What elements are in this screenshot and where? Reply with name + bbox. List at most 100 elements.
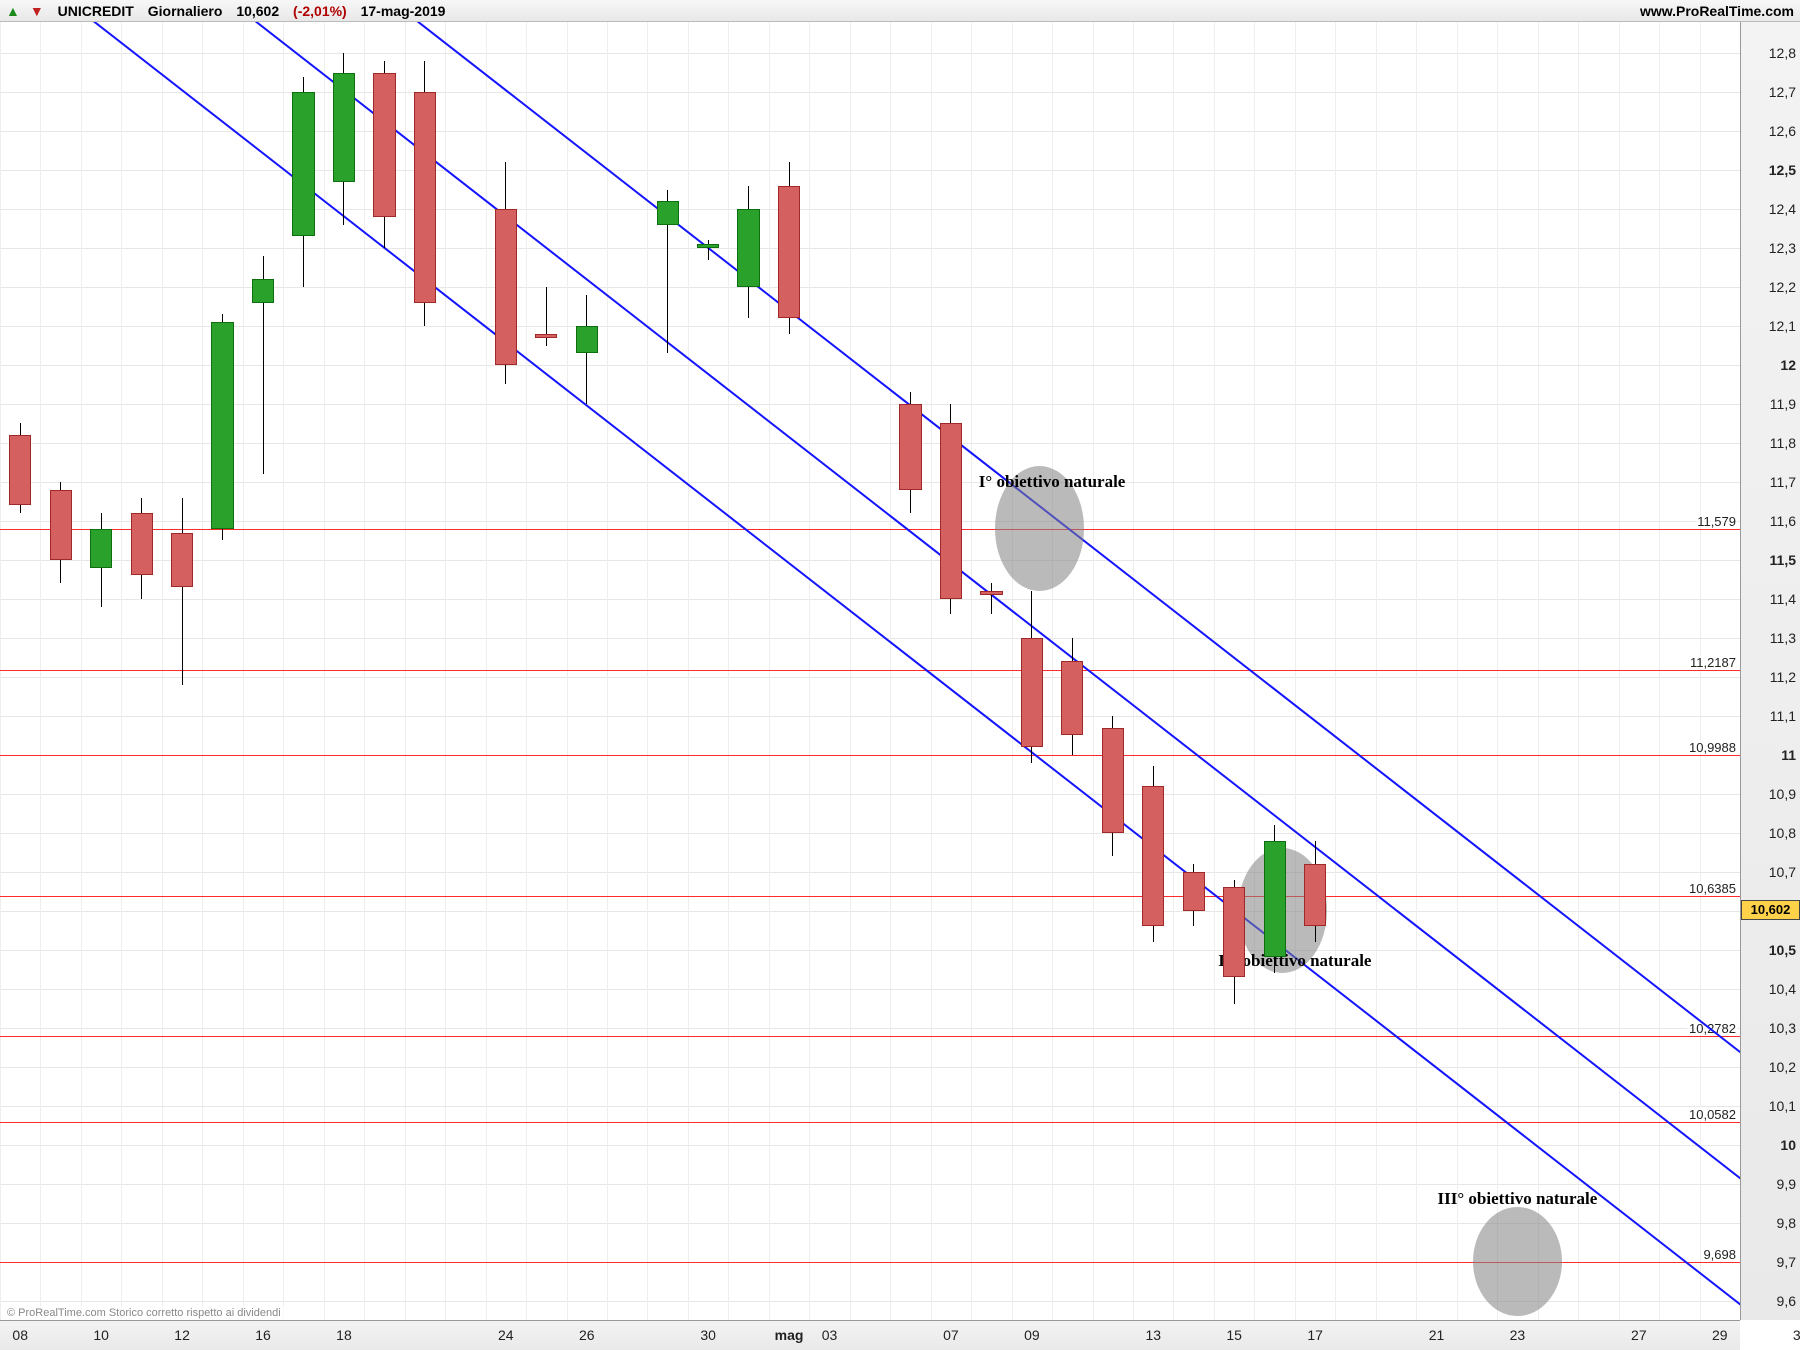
y-tick-label: 9,8: [1777, 1215, 1796, 1231]
timeframe-label: Giornaliero: [148, 3, 223, 19]
y-gridline: [0, 404, 1740, 405]
copyright-label: © ProRealTime.com Storico corretto rispe…: [4, 1306, 284, 1320]
x-gridline: [1254, 22, 1255, 1320]
horizontal-level-label: 10,9988: [1687, 740, 1738, 755]
candle-body: [940, 423, 962, 598]
y-tick-label: 12,5: [1769, 162, 1796, 178]
candle-body: [1061, 661, 1083, 735]
x-tick-label: 29: [1712, 1327, 1728, 1343]
x-gridline: [688, 22, 689, 1320]
chart-plot[interactable]: 11,57911,218710,998810,638510,278210,058…: [0, 22, 1740, 1320]
x-gridline: [324, 22, 325, 1320]
y-gridline: [0, 1223, 1740, 1224]
target-annotation: I° obiettivo naturale: [979, 472, 1126, 492]
y-gridline: [0, 1184, 1740, 1185]
y-tick-label: 12,7: [1769, 84, 1796, 100]
current-price-marker: 10,602: [1741, 900, 1800, 920]
candle-body: [252, 279, 274, 302]
y-tick-label: 12,6: [1769, 123, 1796, 139]
y-tick-label: 12,2: [1769, 279, 1796, 295]
y-tick-label: 12,1: [1769, 318, 1796, 334]
y-gridline: [0, 1106, 1740, 1107]
candle-body: [9, 435, 31, 505]
last-price: 10,602: [236, 3, 279, 19]
x-tick-label: 13: [1145, 1327, 1161, 1343]
candle-body: [1264, 841, 1286, 958]
y-tick-label: 10,7: [1769, 864, 1796, 880]
candle-body: [495, 209, 517, 365]
x-tick-label: 30: [700, 1327, 716, 1343]
x-gridline: [1497, 22, 1498, 1320]
y-gridline: [0, 677, 1740, 678]
candle-body: [576, 326, 598, 353]
candle-body: [980, 591, 1002, 595]
x-gridline: [971, 22, 972, 1320]
y-tick-label: 11: [1781, 747, 1796, 763]
x-gridline: [1173, 22, 1174, 1320]
x-gridline: [1376, 22, 1377, 1320]
candle-body: [697, 244, 719, 248]
x-tick-label: 16: [255, 1327, 271, 1343]
x-tick-label: 24: [498, 1327, 514, 1343]
candle-body: [414, 92, 436, 302]
y-tick-label: 10,9: [1769, 786, 1796, 802]
x-tick-label: 27: [1631, 1327, 1647, 1343]
x-tick-label: 15: [1226, 1327, 1242, 1343]
y-tick-label: 10,1: [1769, 1098, 1796, 1114]
x-gridline: [809, 22, 810, 1320]
y-gridline: [0, 53, 1740, 54]
y-gridline: [0, 950, 1740, 951]
target-annotation: III° obiettivo naturale: [1438, 1189, 1598, 1209]
x-gridline: [0, 22, 1, 1320]
chart-container: { "header": { "symbol": "UNICREDIT", "ti…: [0, 0, 1800, 1350]
y-gridline: [0, 1028, 1740, 1029]
y-tick-label: 12,3: [1769, 240, 1796, 256]
x-gridline: [1578, 22, 1579, 1320]
y-gridline: [0, 1145, 1740, 1146]
y-gridline: [0, 482, 1740, 483]
y-tick-label: 9,7: [1777, 1254, 1796, 1270]
site-link[interactable]: www.ProRealTime.com: [1640, 0, 1794, 22]
y-tick-label: 10,5: [1769, 942, 1796, 958]
y-gridline: [0, 560, 1740, 561]
candle-body: [131, 513, 153, 575]
y-tick-label: 11,1: [1770, 708, 1796, 724]
y-gridline: [0, 131, 1740, 132]
y-tick-label: 12,4: [1769, 201, 1796, 217]
y-gridline: [0, 716, 1740, 717]
y-gridline: [0, 170, 1740, 171]
candle-body: [171, 533, 193, 588]
x-gridline: [81, 22, 82, 1320]
x-gridline: [486, 22, 487, 1320]
y-tick-label: 11,6: [1770, 513, 1796, 529]
y-gridline: [0, 599, 1740, 600]
change-pct: (-2,01%): [293, 3, 347, 19]
x-gridline: [1457, 22, 1458, 1320]
x-gridline: [1012, 22, 1013, 1320]
candle-body: [737, 209, 759, 287]
candle-body: [373, 73, 395, 217]
x-gridline: [364, 22, 365, 1320]
x-tick-label: 21: [1429, 1327, 1445, 1343]
y-tick-label: 9,9: [1777, 1176, 1796, 1192]
y-tick-label: 10: [1780, 1137, 1796, 1153]
x-gridline: [1416, 22, 1417, 1320]
x-gridline: [243, 22, 244, 1320]
y-gridline: [0, 365, 1740, 366]
y-gridline: [0, 1067, 1740, 1068]
x-axis: 0810121618242630mag030709131517212327293…: [0, 1320, 1740, 1350]
x-tick-label: 26: [579, 1327, 595, 1343]
x-gridline: [1700, 22, 1701, 1320]
x-gridline: [1619, 22, 1620, 1320]
x-gridline: [931, 22, 932, 1320]
header-bar: ▲▼ UNICREDIT Giornaliero 10,602 (-2,01%)…: [0, 0, 1800, 22]
candle-body: [657, 201, 679, 224]
x-tick-label: 09: [1024, 1327, 1040, 1343]
x-tick-label: 07: [943, 1327, 959, 1343]
horizontal-level-label: 10,2782: [1687, 1021, 1738, 1036]
y-gridline: [0, 833, 1740, 834]
y-gridline: [0, 872, 1740, 873]
header-date: 17-mag-2019: [361, 3, 446, 19]
arrow-down-icon: ▼: [30, 3, 44, 19]
horizontal-level-label: 9,698: [1701, 1247, 1738, 1262]
